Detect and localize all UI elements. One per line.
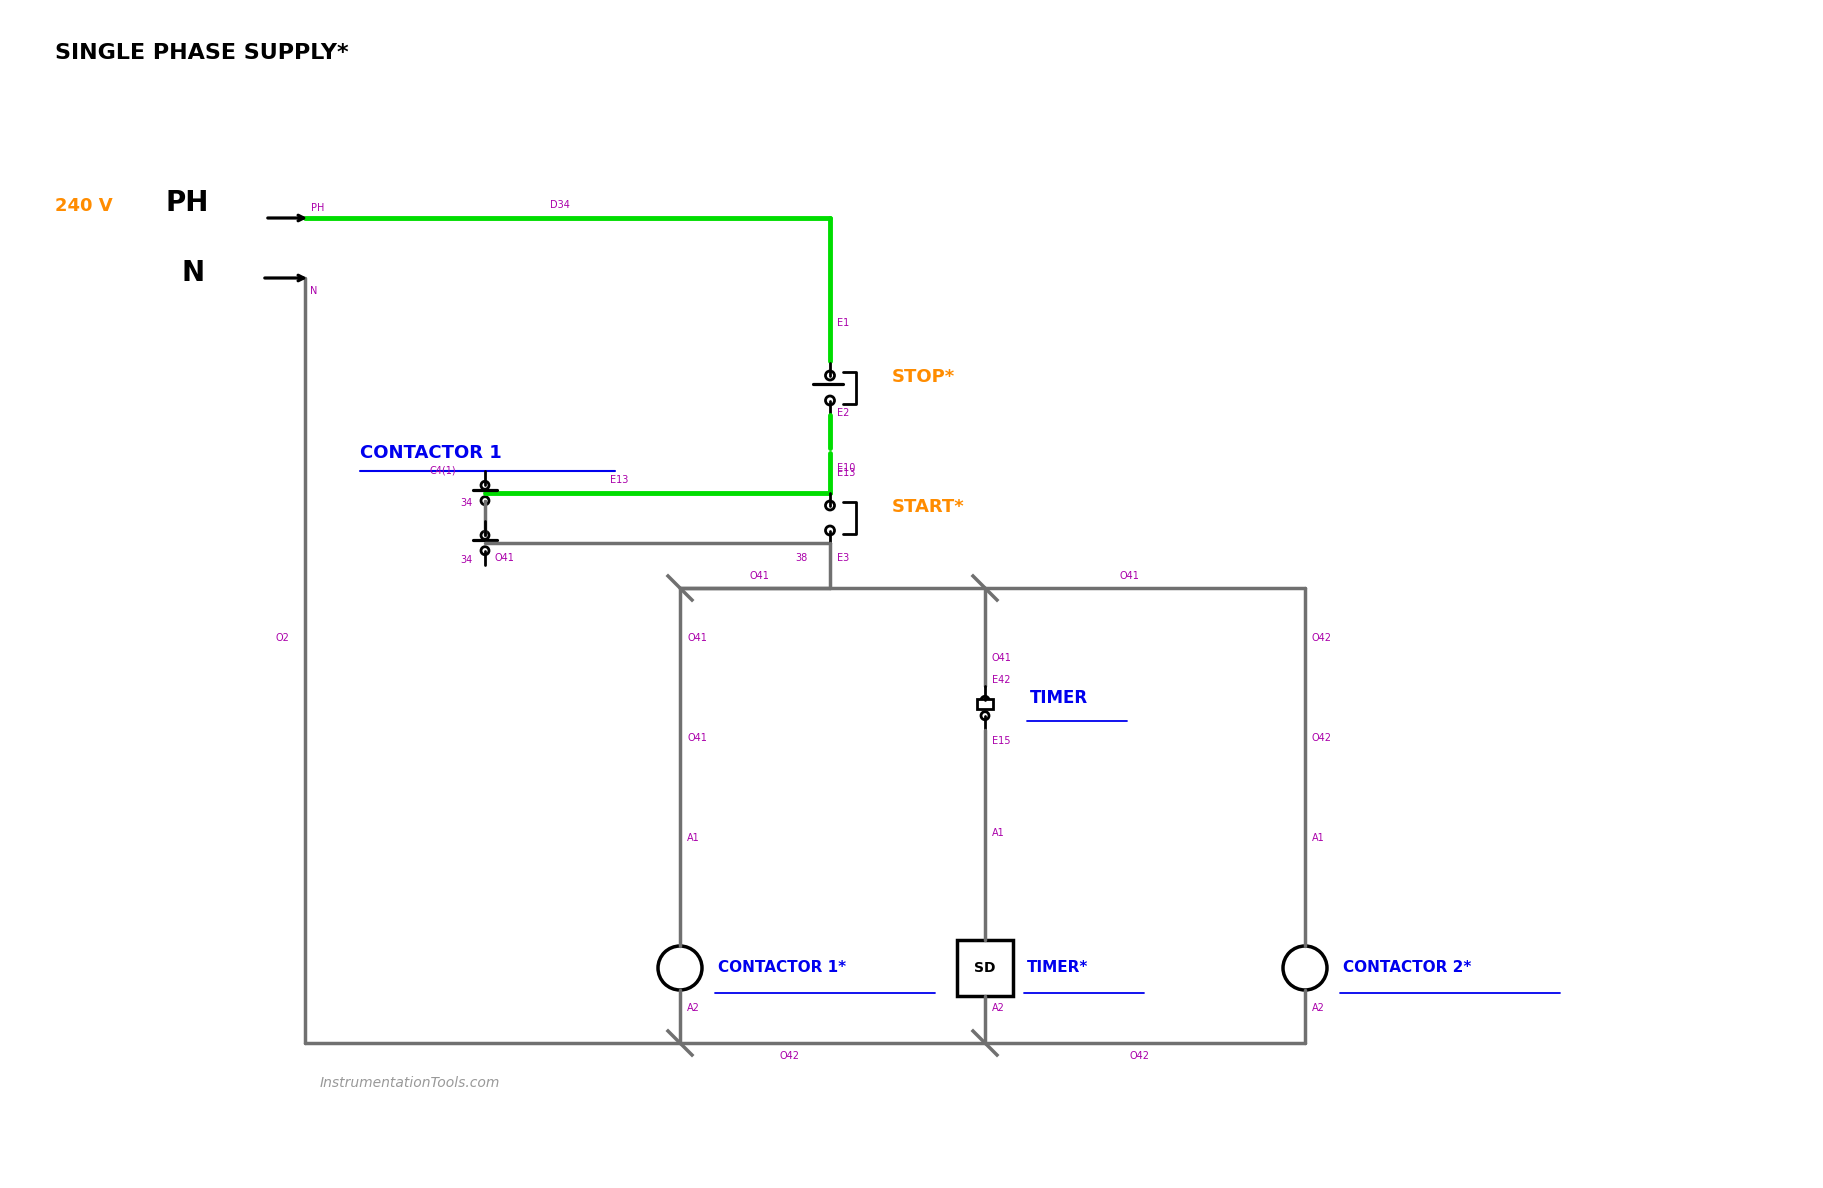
Text: O41: O41	[992, 653, 1012, 663]
Text: InstrumentationTools.com: InstrumentationTools.com	[319, 1076, 500, 1091]
Text: O41: O41	[1119, 571, 1139, 581]
Text: 34: 34	[459, 498, 472, 508]
Text: E3: E3	[837, 552, 850, 563]
Text: E1: E1	[837, 318, 850, 328]
Bar	[977, 700, 992, 709]
Text: START*: START*	[891, 498, 964, 516]
Text: PH: PH	[164, 189, 208, 217]
Text: SD: SD	[973, 961, 995, 975]
Text: N: N	[182, 259, 204, 287]
Text: TIMER*: TIMER*	[1026, 961, 1088, 975]
Text: O42: O42	[1311, 733, 1331, 742]
Text: A2: A2	[992, 1003, 1004, 1013]
Text: N: N	[310, 286, 317, 296]
Text: O42: O42	[780, 1051, 800, 1061]
Text: CONTACTOR 1: CONTACTOR 1	[359, 444, 501, 462]
Text: O41: O41	[687, 633, 707, 643]
Text: D34: D34	[551, 200, 569, 210]
Text: E13: E13	[609, 475, 629, 485]
Text: E42: E42	[992, 675, 1010, 685]
Text: C4(1): C4(1)	[430, 465, 456, 475]
Text: O41: O41	[494, 552, 514, 563]
Text: E15: E15	[992, 737, 1010, 746]
Text: TIMER: TIMER	[1030, 689, 1088, 707]
Text: E13: E13	[837, 468, 855, 478]
Text: CONTACTOR 2*: CONTACTOR 2*	[1342, 961, 1471, 975]
Text: O41: O41	[687, 733, 707, 742]
Text: CONTACTOR 1*: CONTACTOR 1*	[718, 961, 846, 975]
Text: STOP*: STOP*	[891, 368, 955, 386]
Text: O2: O2	[275, 633, 288, 643]
Text: O42: O42	[1311, 633, 1331, 643]
Text: SINGLE PHASE SUPPLY*: SINGLE PHASE SUPPLY*	[55, 43, 348, 63]
Text: A2: A2	[1311, 1003, 1323, 1013]
Text: A1: A1	[992, 828, 1004, 838]
Text: A1: A1	[687, 833, 700, 843]
Text: A1: A1	[1311, 833, 1323, 843]
Text: PH: PH	[312, 203, 324, 213]
Bar	[957, 940, 1012, 996]
Text: A2: A2	[687, 1003, 700, 1013]
Text: E10: E10	[837, 463, 855, 473]
Text: O41: O41	[749, 571, 769, 581]
Text: E2: E2	[837, 407, 850, 418]
Text: 38: 38	[795, 552, 808, 563]
Text: O42: O42	[1130, 1051, 1148, 1061]
Text: 240 V: 240 V	[55, 197, 113, 215]
Text: 34: 34	[459, 555, 472, 565]
